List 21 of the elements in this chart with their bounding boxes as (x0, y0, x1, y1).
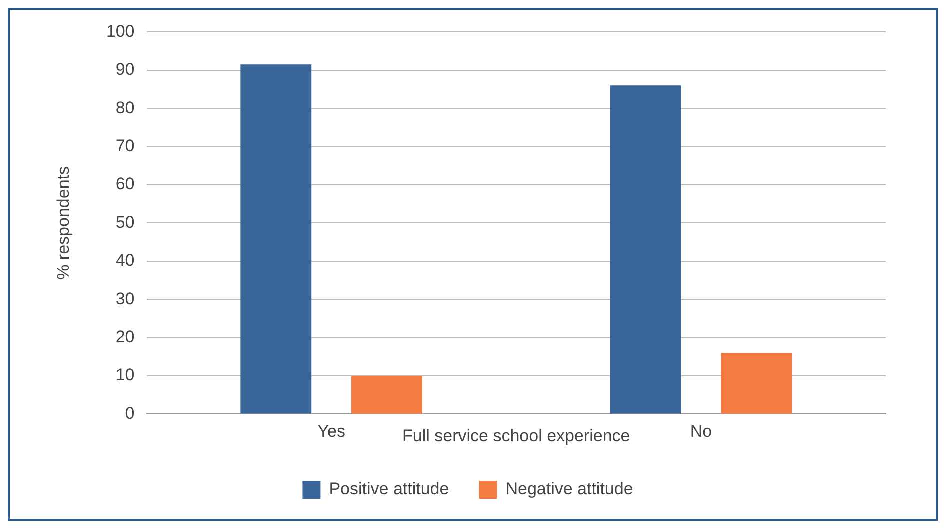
y-tick-label: 100 (106, 22, 135, 41)
x-axis-title: Full service school experience (402, 426, 630, 446)
y-tick-label: 90 (116, 60, 135, 80)
y-tick-label: 40 (116, 251, 135, 270)
y-tick-label: 10 (116, 366, 135, 385)
bar (721, 353, 792, 414)
bar (240, 64, 312, 414)
y-tick-label: 70 (116, 136, 135, 156)
legend-label: Positive attitude (329, 480, 450, 499)
bar (610, 86, 682, 414)
y-tick-label: 0 (125, 404, 135, 423)
y-axis-title: % respondents (54, 166, 73, 280)
x-tick-label: No (690, 422, 712, 442)
bar (352, 376, 422, 414)
y-tick-label: 80 (116, 98, 135, 118)
legend-label: Negative attitude (506, 480, 634, 499)
y-tick-label: 50 (116, 212, 135, 232)
y-tick-label: 60 (116, 174, 135, 194)
x-tick-label: Yes (318, 422, 346, 442)
y-tick-label: 30 (116, 289, 135, 308)
y-tick-label: 20 (116, 327, 135, 346)
